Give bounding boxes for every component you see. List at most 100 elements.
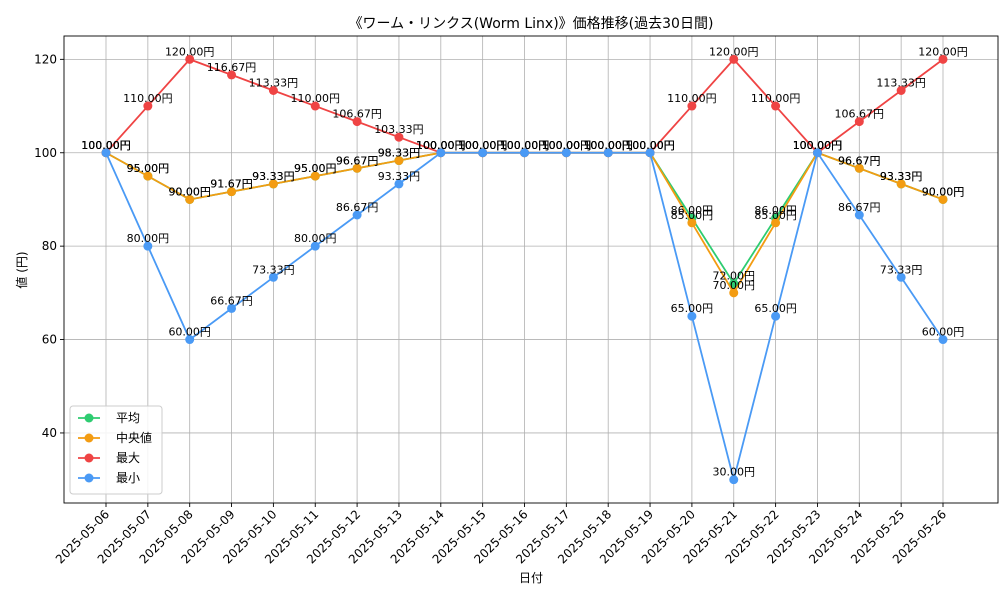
y-tick-label: 80	[42, 239, 57, 253]
series-point-3	[854, 210, 864, 220]
data-label: 85.00円	[671, 209, 714, 222]
series-point-3	[896, 272, 906, 282]
legend-marker	[84, 433, 94, 443]
data-label: 86.67円	[838, 201, 881, 214]
series-point-3	[478, 148, 488, 158]
data-label: 100.00円	[81, 139, 131, 152]
series-point-1	[854, 163, 864, 173]
data-label: 100.00円	[542, 139, 592, 152]
data-label: 106.67円	[332, 108, 382, 121]
series-point-1	[687, 218, 697, 228]
data-label: 60.00円	[922, 326, 965, 339]
series-point-3	[436, 148, 446, 158]
data-label: 100.00円	[793, 139, 843, 152]
data-label: 110.00円	[291, 92, 341, 105]
legend-marker	[84, 453, 94, 463]
series-point-3	[771, 311, 781, 321]
legend-marker	[84, 413, 94, 423]
data-label: 60.00円	[168, 326, 211, 339]
series-point-3	[310, 241, 320, 251]
legend-marker	[84, 473, 94, 483]
data-label: 73.33円	[252, 263, 295, 276]
data-label: 100.00円	[625, 139, 675, 152]
data-label: 65.00円	[671, 302, 714, 315]
legend-box	[69, 405, 163, 495]
data-label: 100.00円	[625, 139, 675, 152]
legend-label: 平均	[116, 411, 140, 425]
y-tick-label: 120	[34, 52, 57, 66]
data-label: 100.00円	[416, 139, 466, 152]
y-axis-ticks: 40 60 80 100 120	[34, 52, 64, 440]
legend-label: 最小	[116, 471, 140, 485]
y-axis-label: 値 (円)	[14, 251, 29, 288]
series-point-1	[896, 179, 906, 189]
series-point-2	[310, 101, 320, 111]
series-point-3	[520, 148, 529, 158]
data-label: 95.00円	[294, 162, 337, 175]
series-point-0	[729, 279, 739, 289]
data-label: 30.00円	[713, 466, 756, 479]
data-label: 86.00円	[671, 204, 714, 217]
data-label: 100.00円	[81, 139, 131, 152]
data-label: 100.00円	[793, 139, 843, 152]
data-label: 98.33円	[378, 147, 421, 160]
data-label: 95.00円	[294, 162, 337, 175]
series-point-3	[938, 335, 948, 345]
data-label: 116.67円	[207, 61, 257, 74]
x-axis-ticks: 2025-05-062025-05-072025-05-082025-05-09…	[53, 503, 949, 566]
data-label: 98.33円	[378, 147, 421, 160]
data-label: 100.00円	[500, 139, 550, 152]
data-label: 80.00円	[294, 232, 337, 245]
data-label: 96.67円	[838, 154, 881, 167]
y-tick-label: 100	[34, 146, 57, 160]
legend-label: 中央値	[116, 430, 152, 445]
series-point-1	[268, 179, 278, 189]
y-tick-label: 60	[42, 333, 57, 347]
series-point-1	[310, 171, 320, 181]
data-label: 95.00円	[127, 162, 170, 175]
series-point-2	[143, 101, 153, 111]
series-point-3	[561, 148, 571, 158]
data-label: 100.00円	[458, 139, 508, 152]
data-label: 120.00円	[165, 45, 215, 58]
data-label: 110.00円	[667, 92, 717, 105]
series-point-2	[227, 70, 237, 80]
series-point-2	[896, 85, 906, 95]
data-label: 100.00円	[625, 139, 675, 152]
series-point-1	[938, 194, 948, 204]
data-label: 100.00円	[542, 139, 592, 152]
series-point-3	[603, 148, 613, 158]
series-point-3	[101, 148, 111, 158]
data-label: 110.00円	[751, 92, 801, 105]
series-point-2	[729, 54, 739, 64]
data-label: 113.33円	[249, 76, 299, 89]
plot-area-frame	[63, 35, 999, 504]
data-label: 73.33円	[880, 263, 923, 276]
series-point-2	[268, 85, 278, 95]
data-label: 100.00円	[583, 139, 633, 152]
series-point-2	[352, 117, 362, 127]
data-label: 80.00円	[127, 232, 170, 245]
data-label: 120.00円	[918, 45, 968, 58]
data-label: 100.00円	[416, 139, 466, 152]
series-point-3	[729, 475, 739, 485]
data-label: 106.67円	[835, 108, 885, 121]
data-label: 100.00円	[500, 139, 550, 152]
data-label: 90.00円	[168, 185, 211, 198]
data-label: 100.00円	[583, 139, 633, 152]
data-label: 100.00円	[583, 139, 633, 152]
data-label: 100.00円	[81, 139, 131, 152]
series-point-3	[143, 241, 153, 251]
data-label: 100.00円	[500, 139, 550, 152]
grid	[64, 36, 998, 503]
data-label: 91.67円	[210, 178, 253, 191]
data-label: 103.33円	[374, 123, 424, 136]
data-label: 66.67円	[210, 294, 253, 307]
data-label: 100.00円	[542, 139, 592, 152]
data-label: 96.67円	[838, 154, 881, 167]
series-point-2	[938, 54, 948, 64]
series-point-1	[143, 171, 153, 181]
data-label: 70.00円	[713, 279, 756, 292]
